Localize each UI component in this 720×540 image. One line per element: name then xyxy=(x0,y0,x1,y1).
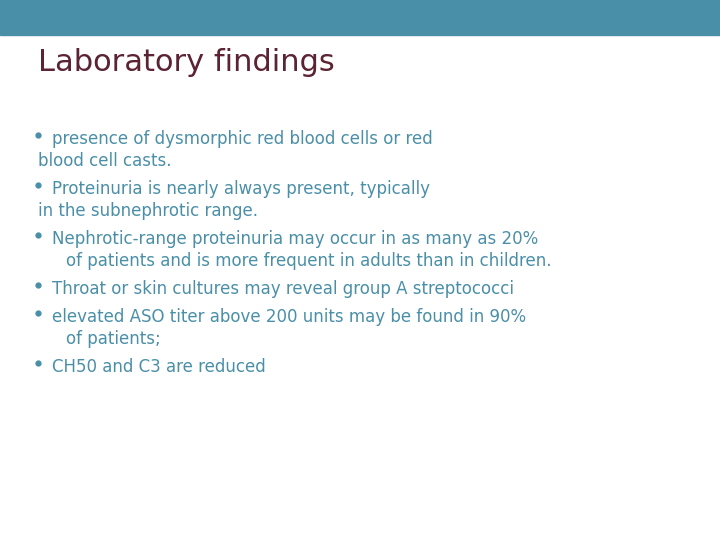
Text: Proteinuria is nearly always present, typically: Proteinuria is nearly always present, ty… xyxy=(52,180,430,198)
Text: in the subnephrotic range.: in the subnephrotic range. xyxy=(38,202,258,220)
Text: Throat or skin cultures may reveal group A streptococci: Throat or skin cultures may reveal group… xyxy=(52,280,514,298)
Text: of patients and is more frequent in adults than in children.: of patients and is more frequent in adul… xyxy=(66,252,552,270)
Text: blood cell casts.: blood cell casts. xyxy=(38,152,171,170)
Bar xyxy=(0,0,720,35)
Text: presence of dysmorphic red blood cells or red: presence of dysmorphic red blood cells o… xyxy=(52,130,433,148)
Text: of patients;: of patients; xyxy=(66,330,161,348)
Text: Nephrotic-range proteinuria may occur in as many as 20%: Nephrotic-range proteinuria may occur in… xyxy=(52,230,539,248)
Text: CH50 and C3 are reduced: CH50 and C3 are reduced xyxy=(52,358,266,376)
Text: Laboratory findings: Laboratory findings xyxy=(38,48,335,77)
Text: elevated ASO titer above 200 units may be found in 90%: elevated ASO titer above 200 units may b… xyxy=(52,308,526,326)
